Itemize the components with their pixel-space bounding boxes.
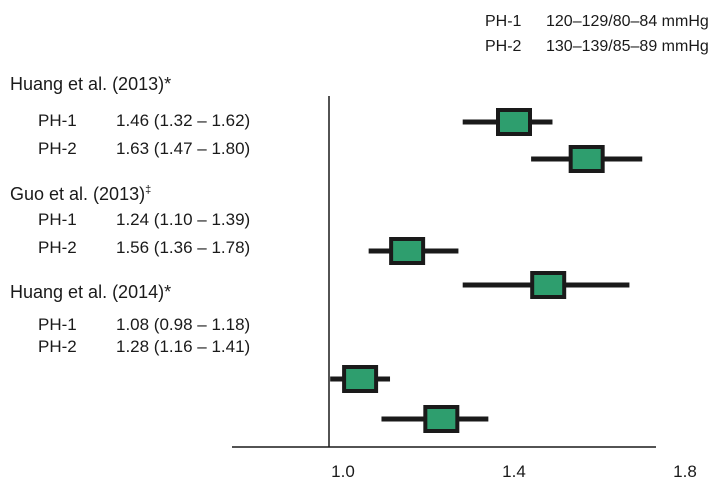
row-ci: 1.63 (1.47 – 1.80) bbox=[116, 139, 251, 158]
x-tick-label: 1.8 bbox=[673, 462, 697, 481]
row-label: PH-2 bbox=[38, 238, 77, 257]
row-label: PH-2 bbox=[38, 139, 77, 158]
point-estimate-marker bbox=[342, 365, 379, 393]
study-title-huang-2014: Huang et al. (2014)* bbox=[10, 282, 172, 302]
x-tick-label: 1.0 bbox=[331, 462, 355, 481]
point-estimate-marker bbox=[568, 145, 605, 173]
row-label: PH-2 bbox=[38, 337, 77, 356]
row-ci: 1.08 (0.98 – 1.18) bbox=[116, 315, 251, 334]
row-ci: 1.24 (1.10 – 1.39) bbox=[116, 210, 251, 229]
point-estimate-marker bbox=[530, 271, 567, 299]
study-title-huang-2013: Huang et al. (2013)* bbox=[10, 74, 172, 94]
study-name: Guo et al. (2013) bbox=[10, 184, 146, 204]
legend-range-ph2: 130–139/85–89 mmHg bbox=[546, 38, 709, 55]
row-ci: 1.56 (1.36 – 1.78) bbox=[116, 238, 251, 257]
row-ci: 1.28 (1.16 – 1.41) bbox=[116, 337, 251, 356]
legend-range-ph1: 120–129/80–84 mmHg bbox=[546, 13, 709, 30]
x-tick-label: 1.4 bbox=[502, 462, 526, 481]
point-estimate-marker bbox=[423, 405, 460, 433]
legend-label-ph2: PH-2 bbox=[485, 38, 522, 55]
point-estimate-marker bbox=[496, 108, 532, 136]
row-label: PH-1 bbox=[38, 111, 77, 130]
point-estimate-marker bbox=[389, 237, 426, 265]
legend-label-ph1: PH-1 bbox=[485, 13, 522, 30]
study-footnote-mark: ‡ bbox=[145, 184, 152, 196]
row-label: PH-1 bbox=[38, 315, 77, 334]
study-title-guo-2013: Guo et al. (2013)‡ bbox=[10, 180, 151, 204]
row-ci: 1.46 (1.32 – 1.62) bbox=[116, 111, 251, 130]
row-label: PH-1 bbox=[38, 210, 77, 229]
